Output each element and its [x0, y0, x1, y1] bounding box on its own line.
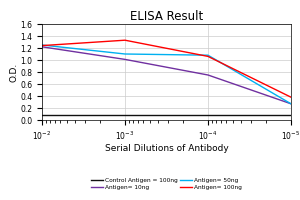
Y-axis label: O.D.: O.D. [10, 62, 19, 82]
Control Antigen = 100ng [40, 113, 44, 116]
Antigen= 100ng [206, 55, 210, 58]
Antigen= 100ng [123, 39, 127, 41]
Antigen= 50ng [40, 44, 44, 46]
Title: ELISA Result: ELISA Result [130, 10, 203, 23]
X-axis label: Serial Dilutions of Antibody: Serial Dilutions of Antibody [105, 144, 228, 153]
Antigen= 10ng [123, 58, 127, 61]
Line: Antigen= 10ng: Antigen= 10ng [42, 47, 291, 104]
Antigen= 100ng [40, 44, 44, 47]
Antigen= 10ng [289, 103, 293, 105]
Line: Antigen= 100ng: Antigen= 100ng [42, 40, 291, 97]
Antigen= 10ng [206, 74, 210, 76]
Legend: Control Antigen = 100ng, Antigen= 10ng, Antigen= 50ng, Antigen= 100ng: Control Antigen = 100ng, Antigen= 10ng, … [89, 176, 244, 192]
Antigen= 50ng [206, 54, 210, 56]
Antigen= 50ng [123, 53, 127, 55]
Control Antigen = 100ng [206, 113, 210, 116]
Antigen= 50ng [289, 103, 293, 105]
Antigen= 10ng [40, 46, 44, 48]
Control Antigen = 100ng [123, 113, 127, 116]
Line: Antigen= 50ng: Antigen= 50ng [42, 45, 291, 104]
Antigen= 100ng [289, 96, 293, 98]
Control Antigen = 100ng [289, 113, 293, 116]
